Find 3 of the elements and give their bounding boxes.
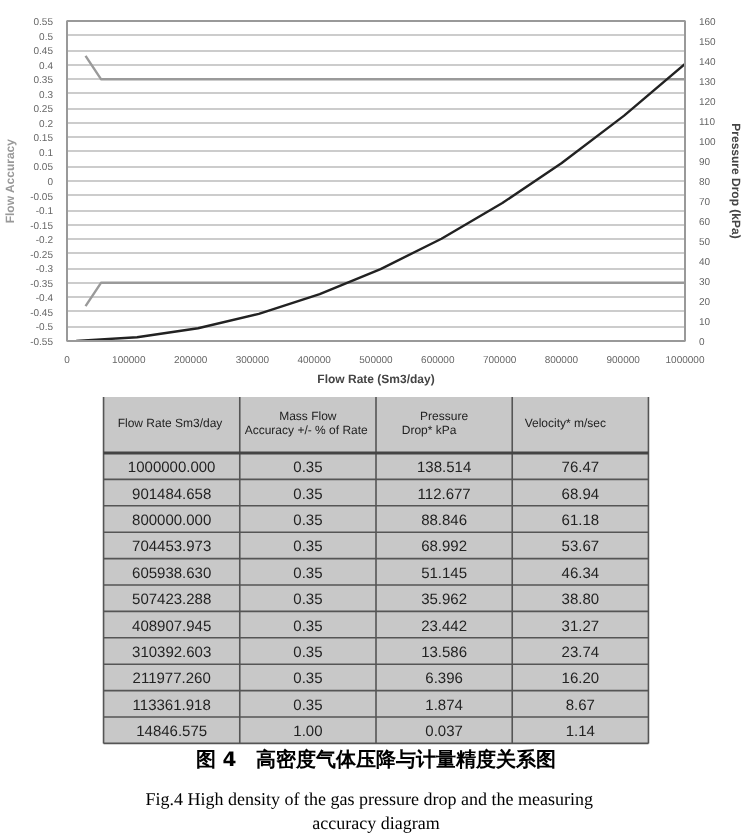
caption: Fig.4 High density of the gas pressure drop and the measuring accuracy diagram [145,789,594,834]
caption: 图 4 高密度气体压降与计量精度关系图 [195,748,557,773]
line-series [74,62,685,341]
